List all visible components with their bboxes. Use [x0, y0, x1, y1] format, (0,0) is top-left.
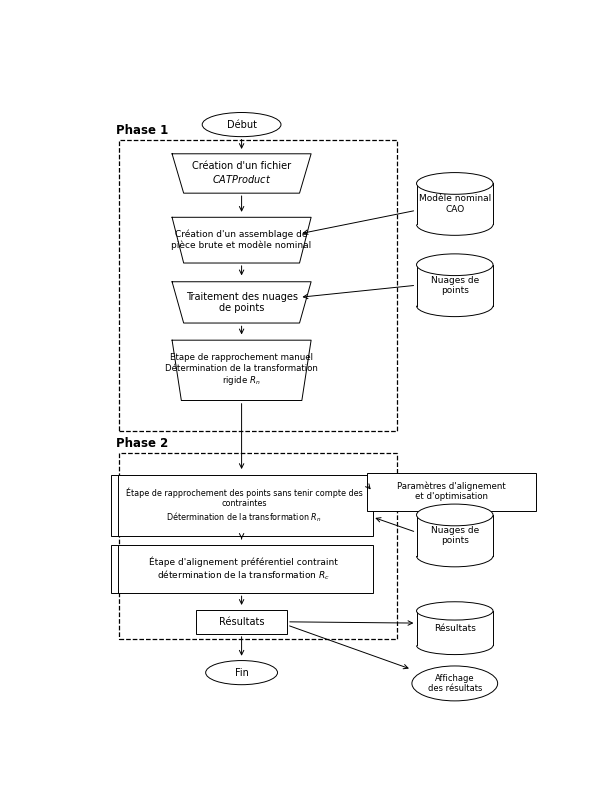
Text: Paramètres d'alignement
et d'optimisation: Paramètres d'alignement et d'optimisatio… — [397, 481, 506, 501]
Bar — [111, 475, 373, 536]
Bar — [196, 610, 287, 634]
Text: Fin: Fin — [234, 668, 249, 678]
Bar — [417, 183, 493, 225]
Polygon shape — [172, 218, 311, 263]
Text: Nuages de
points: Nuages de points — [431, 275, 479, 295]
Ellipse shape — [417, 254, 493, 275]
Bar — [417, 265, 493, 306]
Text: Étape d'alignement préférentiel contraint
détermination de la transformation $R_: Étape d'alignement préférentiel contrain… — [150, 556, 338, 582]
Text: Affichage
des résultats: Affichage des résultats — [428, 674, 482, 693]
Text: Création d'un fichier
$CATProduct$: Création d'un fichier $CATProduct$ — [192, 162, 291, 186]
Ellipse shape — [417, 173, 493, 194]
Polygon shape — [172, 340, 311, 401]
Ellipse shape — [417, 602, 493, 620]
Text: Début: Début — [227, 119, 257, 130]
Text: Nuages de
points: Nuages de points — [431, 526, 479, 545]
Text: Étape de rapprochement des points sans tenir compte des
contraintes
Déterminatio: Étape de rapprochement des points sans t… — [126, 487, 362, 524]
Ellipse shape — [417, 504, 493, 526]
Ellipse shape — [206, 661, 277, 685]
Polygon shape — [172, 154, 311, 193]
Text: Création d'un assemblage de
pièce brute et modèle nominal: Création d'un assemblage de pièce brute … — [172, 230, 312, 250]
Text: Phase 1: Phase 1 — [117, 124, 169, 138]
Text: Résultats: Résultats — [434, 624, 476, 633]
Bar — [367, 474, 536, 511]
Ellipse shape — [412, 666, 498, 701]
Bar — [417, 515, 493, 556]
Text: Phase 2: Phase 2 — [117, 437, 169, 450]
Bar — [417, 611, 493, 646]
Text: Modèle nominal
CAO: Modèle nominal CAO — [419, 194, 491, 214]
Text: Etape de rapprochement manuel
Détermination de la transformation
rigide $R_n$: Etape de rapprochement manuel Déterminat… — [165, 354, 318, 387]
Text: Résultats: Résultats — [219, 617, 264, 627]
Ellipse shape — [202, 113, 281, 137]
Polygon shape — [172, 282, 311, 323]
Text: Traitement des nuages
de points: Traitement des nuages de points — [185, 291, 298, 313]
Bar — [111, 546, 373, 593]
